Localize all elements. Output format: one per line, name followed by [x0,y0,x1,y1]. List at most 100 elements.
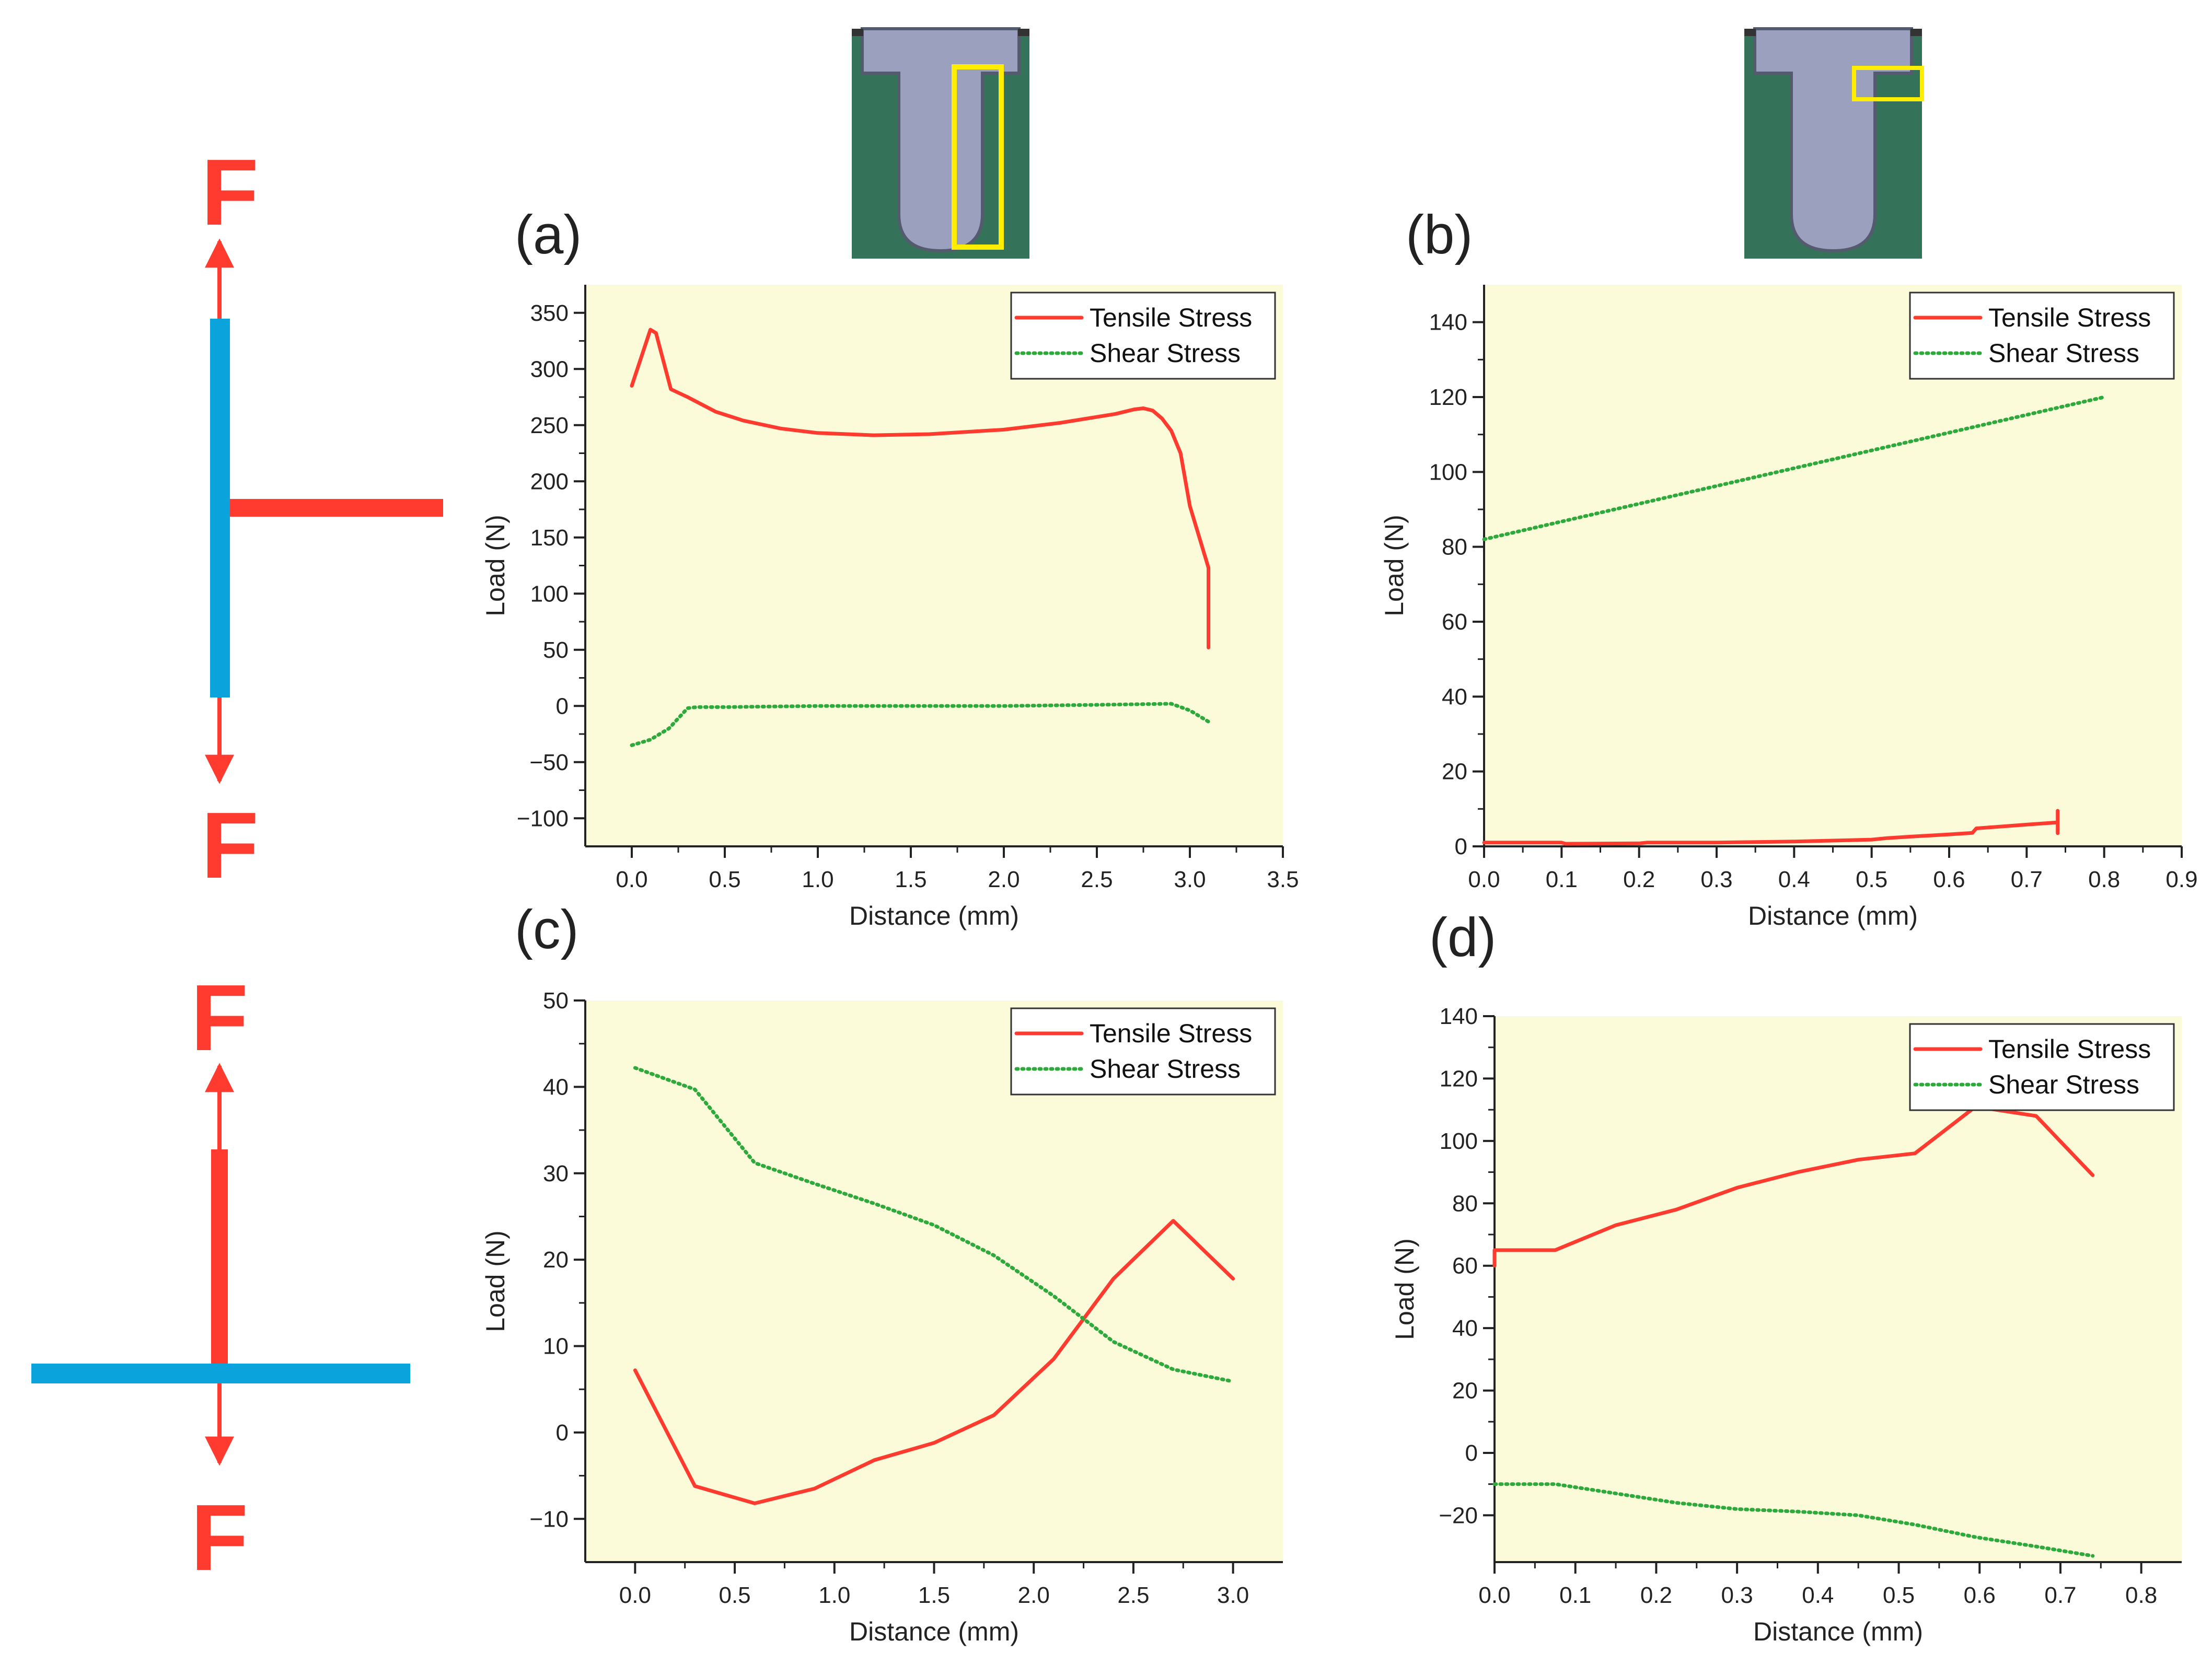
x-tick-label: 0.3 [1700,867,1732,892]
x-tick-label: 0.8 [2125,1582,2157,1608]
x-tick-label: 1.0 [818,1582,850,1608]
x-axis-title: Distance (mm) [849,1617,1019,1646]
y-tick-label: 350 [530,300,569,326]
y-tick-label: 10 [543,1334,569,1359]
cross-section-a-icon [852,27,1029,259]
chart-panel-c: (c) 0.0 0.5 1.0 1.5 2.0 2.5 3.0 −10 0 10 20 30 40 50 Di… [481,899,1283,1646]
x-tick-label: 0.4 [1802,1582,1834,1608]
legend-label: Tensile Stress [1988,303,2151,332]
y-tick-label: 150 [530,525,569,551]
legend-box [1909,292,2175,380]
highlight-box-b [1852,66,1924,101]
x-tick-label: 2.0 [988,867,1020,892]
legend-label: Shear Stress [1988,1070,2139,1099]
y-tick-label: 50 [543,988,569,1014]
y-tick-label: 40 [543,1074,569,1100]
legend-label: Shear Stress [1090,1054,1241,1084]
y-tick-label: 250 [530,413,569,438]
y-tick-label: 50 [543,637,569,663]
rib-horizontal-red [230,499,443,517]
y-tick-label: −100 [517,806,569,831]
y-tick-label: 140 [1440,1004,1478,1029]
y-tick-label: 120 [1440,1066,1478,1091]
y-tick-label: 60 [1442,609,1467,635]
x-axis-title: Distance (mm) [1753,1617,1923,1646]
x-tick-label: 1.5 [918,1582,950,1608]
legend-label: Shear Stress [1090,339,1241,368]
x-tick-label: 0.5 [709,867,740,892]
beam-horizontal [31,1364,410,1383]
panel-label: (c) [515,899,578,960]
y-tick-label: 20 [1452,1378,1478,1404]
force-label-bottom-1: F [201,793,259,898]
y-tick-label: −10 [529,1506,569,1532]
legend-label: Shear Stress [1988,339,2139,368]
tensile-stress-line [1482,809,2060,846]
force-label-top-1: F [201,140,259,245]
x-tick-label: 0.7 [2011,867,2043,892]
y-tick-label: 100 [530,581,569,607]
chart-panel-a: (a) 0.0 0.5 1.0 1.5 2.0 2.5 3.0 3.5 −100 −50 0 50 100… [481,204,1299,930]
beam-vertical [210,319,230,697]
x-tick-label: 2.5 [1117,1582,1149,1608]
x-tick-label: 0.3 [1721,1582,1753,1608]
x-tick-label: 0.0 [1468,867,1500,892]
y-tick-label: −20 [1439,1503,1478,1528]
t-joint-tension-icon: F F [201,140,443,898]
y-axis-title: Load (N) [481,1230,510,1332]
shear-stress-line [1492,1482,2095,1558]
x-tick-label: 0.0 [616,867,647,892]
y-tick-label: 20 [1442,759,1467,785]
y-tick-label: 0 [556,1420,569,1446]
x-tick-label: 0.6 [1964,1582,1996,1608]
x-tick-label: 1.0 [802,867,833,892]
x-tick-label: 0.5 [1883,1582,1915,1608]
legend-box [1909,1023,2175,1111]
y-axis-title: Load (N) [1390,1238,1419,1340]
shear-stress-line [630,702,1211,747]
legend-label: Tensile Stress [1090,1019,1252,1048]
x-axis-title: Distance (mm) [1748,901,1918,930]
shear-stress-line [1482,395,2106,541]
x-tick-label: 0.0 [1478,1582,1510,1608]
y-tick-label: 120 [1429,385,1467,410]
panel-label: (b) [1406,204,1473,265]
y-tick-label: 0 [556,693,569,719]
y-tick-label: −50 [529,750,569,775]
highlight-box-a [952,64,1004,250]
y-tick-label: 80 [1442,534,1467,560]
y-tick-label: 0 [1455,834,1467,859]
x-tick-label: 0.6 [1933,867,1965,892]
y-tick-label: 140 [1429,310,1467,335]
y-tick-label: 0 [1465,1440,1478,1466]
x-tick-label: 0.5 [1856,867,1887,892]
x-tick-label: 3.5 [1267,867,1299,892]
y-tick-label: 60 [1452,1253,1478,1279]
x-tick-label: 3.0 [1217,1582,1249,1608]
y-tick-label: 200 [530,469,569,494]
x-tick-label: 0.2 [1640,1582,1672,1608]
x-tick-label: 0.2 [1623,867,1655,892]
y-axis-title: Load (N) [1380,515,1409,616]
tensile-stress-line [630,328,1211,649]
x-tick-label: 0.1 [1546,867,1578,892]
tensile-stress-line [633,1219,1235,1505]
x-tick-label: 0.9 [2165,867,2197,892]
y-tick-label: 300 [530,356,569,382]
y-tick-label: 40 [1442,684,1467,709]
shear-stress-line [633,1066,1235,1383]
t-joint-pull-icon: F F [31,965,410,1590]
x-tick-label: 0.4 [1778,867,1810,892]
chart-panel-d: (d) 0.0 0.1 0.2 0.3 0.4 0.5 0.6 0.7 0.8 −20 0 20 40 60… [1390,907,2182,1646]
chart-panel-b: (b) 0.0 0.1 0.2 0.3 0.4 0.5 0.6 0.7 0.8 0.9 0 20 40 60… [1380,204,2198,930]
x-tick-label: 0.7 [2044,1582,2076,1608]
legend-label: Tensile Stress [1090,303,1252,332]
x-tick-label: 0.8 [2088,867,2120,892]
y-tick-label: 80 [1452,1191,1478,1216]
cross-section-b-icon [1744,27,1924,259]
x-tick-label: 0.5 [719,1582,750,1608]
legend-box [1010,292,1276,380]
x-tick-label: 0.1 [1559,1582,1591,1608]
x-tick-label: 2.0 [1018,1582,1050,1608]
